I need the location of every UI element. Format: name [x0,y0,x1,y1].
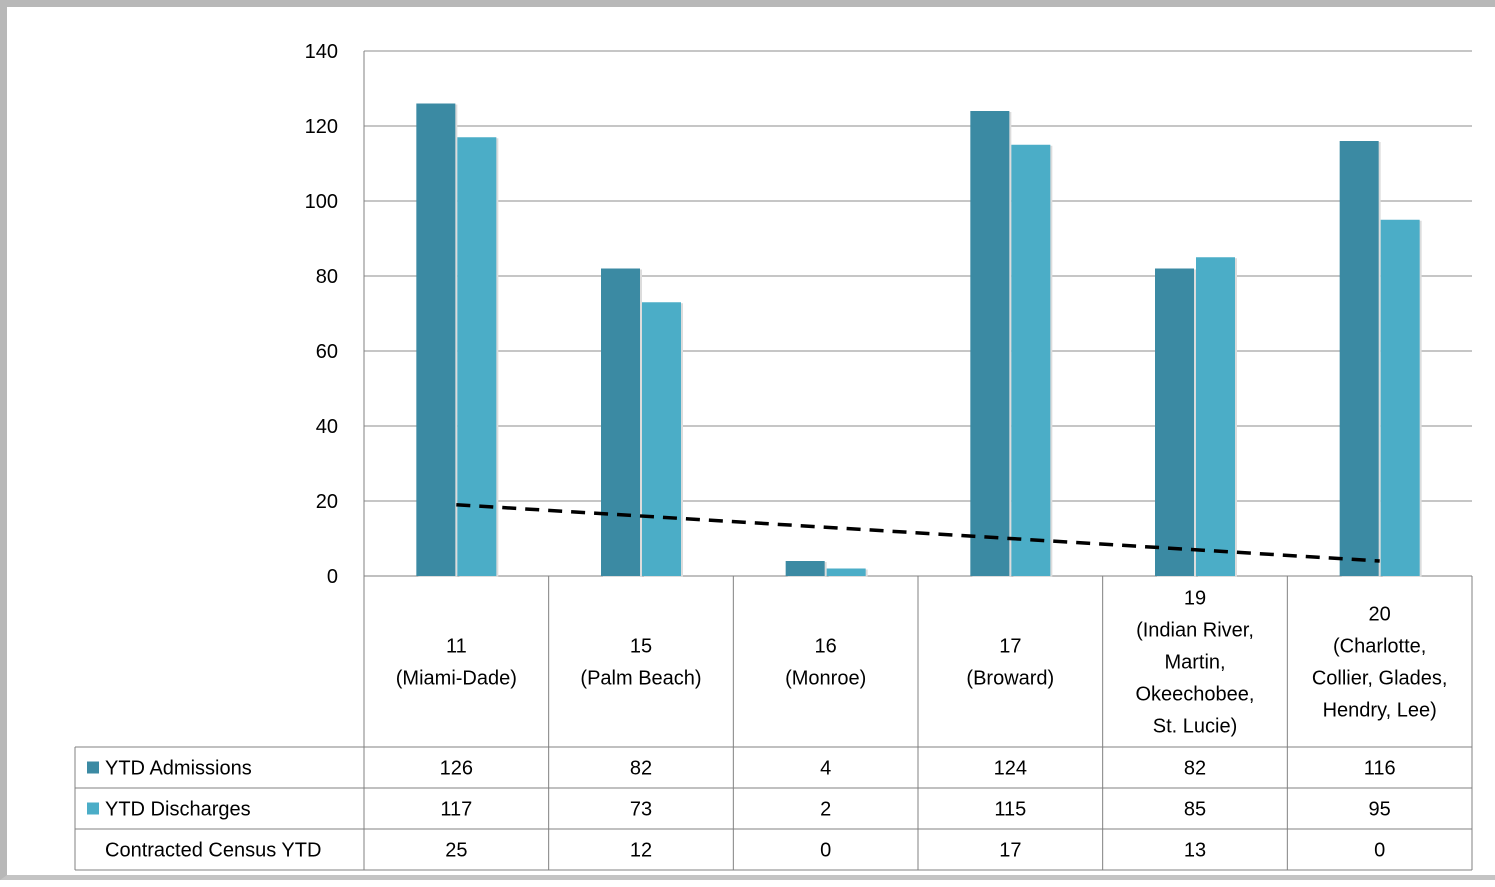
bar-discharges [826,568,866,576]
bar-admissions [601,268,640,576]
table-cell-value: 12 [630,840,652,862]
category-label: 15 [630,636,652,658]
category-label: Martin, [1164,652,1225,674]
category-label: (Charlotte, [1333,636,1426,658]
trendline-group [456,503,1380,563]
bar-admissions [416,103,456,576]
category-label: 20 [1369,604,1391,626]
y-tick-label: 140 [305,41,338,63]
category-label: Okeechobee, [1136,684,1255,706]
table-cell-value: 82 [1184,758,1206,780]
category-label: 17 [999,636,1021,658]
table-cell-value: 126 [440,758,473,780]
category-label: (Miami-Dade) [396,668,517,690]
category-label: 16 [815,636,837,658]
table-row-label: YTD Admissions [105,758,252,780]
category-label: (Broward) [966,668,1054,690]
category-labels: 11 (Miami-Dade) 15 (Palm Beach) 16 (Monroe) 17… [396,588,1448,738]
table-cell-value: 25 [445,840,467,862]
category-label: Collier, Glades, [1312,668,1448,690]
table-cell-value: 117 [440,799,472,821]
bars [416,103,1422,577]
bar-discharges [457,137,497,576]
table-cell-value: 82 [630,758,652,780]
bar-admissions [1339,141,1379,576]
bar-discharges [1196,257,1235,576]
legend-key [87,761,99,774]
table-cell-value: 95 [1369,799,1391,821]
category-label: 19 [1184,588,1206,610]
category-label: St. Lucie) [1153,716,1237,738]
y-tick-label: 20 [316,491,338,513]
legend-key [87,802,99,815]
bar-discharges [642,302,681,576]
table-cell-value: 116 [1364,758,1396,780]
table-cell-value: 2 [820,799,831,821]
y-tick-label: 120 [305,116,338,138]
category-label: Hendry, Lee) [1323,700,1437,722]
table-cell-value: 0 [820,840,831,862]
bar-discharges [1380,219,1420,576]
y-tick-label: 0 [327,566,338,588]
gridlines [363,50,1472,577]
y-tick-label: 80 [316,266,338,288]
table-row-label: Contracted Census YTD [105,840,321,862]
bar-admissions [1155,268,1194,576]
y-tick-label: 60 [316,341,338,363]
table-cell-value: 124 [994,758,1027,780]
table-cell-value: 115 [994,799,1026,821]
table-row-label: YTD Discharges [105,799,251,821]
table-cell-value: 0 [1374,840,1385,862]
trendline [456,503,1380,563]
category-label: 11 [446,636,467,658]
table-cell-value: 73 [630,799,652,821]
category-label: (Palm Beach) [580,668,701,690]
table-cell-value: 85 [1184,799,1206,821]
bar-admissions [785,561,825,576]
table-cell-value: 17 [999,840,1021,862]
y-axis-ticks: 0 20 40 60 80 100 120 140 [305,41,338,588]
table-cells: YTD Admissions 126 82 4 124 82 116 YTD Discharg… [87,758,1396,862]
data-table [74,576,1473,871]
y-tick-label: 100 [305,191,338,213]
category-label: (Indian River, [1136,620,1254,642]
category-label: (Monroe) [785,668,866,690]
table-cell-value: 13 [1184,840,1206,862]
table-cell-value: 4 [820,758,831,780]
bar-admissions [970,111,1010,576]
y-tick-label: 40 [316,416,338,438]
bar-discharges [1011,144,1051,576]
